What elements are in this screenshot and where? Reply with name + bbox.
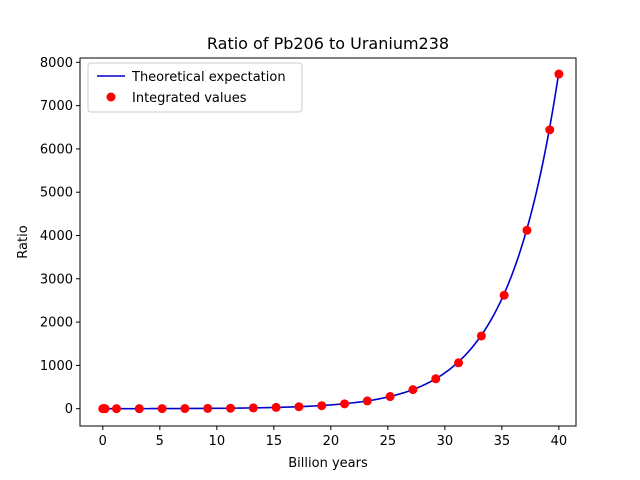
legend-marker-swatch	[106, 92, 116, 102]
data-point	[271, 402, 281, 412]
legend-entry-integrated: Integrated values	[132, 91, 247, 106]
y-tick-label: 0	[65, 402, 73, 417]
legend-entry-theoretical: Theoretical expectation	[131, 70, 286, 85]
x-tick-label: 40	[551, 434, 568, 449]
x-tick-label: 30	[437, 434, 454, 449]
x-tick-label: 35	[494, 434, 511, 449]
data-point	[248, 403, 258, 413]
axes: 0 5 10 15 20 25 30 35 40 0 1000 2000 3000 4000 5000 600…	[40, 56, 577, 449]
data-point	[226, 403, 236, 413]
x-tick-label: 5	[156, 434, 164, 449]
data-point	[499, 290, 509, 300]
data-point	[203, 403, 213, 413]
data-point	[134, 404, 144, 414]
data-point	[180, 404, 190, 414]
y-tick-label: 2000	[40, 316, 73, 331]
data-point	[454, 358, 464, 368]
data-point	[157, 404, 167, 414]
y-tick-label: 6000	[40, 142, 73, 157]
data-point	[317, 401, 327, 411]
x-tick-label: 15	[266, 434, 283, 449]
plot-area	[98, 69, 564, 414]
y-tick-label: 5000	[40, 186, 73, 201]
data-point	[554, 69, 564, 79]
data-point	[111, 404, 121, 414]
legend: Theoretical expectation Integrated value…	[87, 62, 303, 113]
data-point	[476, 331, 486, 341]
x-axis-label: Billion years	[288, 456, 368, 471]
data-point	[522, 225, 532, 235]
y-tick-label: 1000	[40, 359, 73, 374]
legend-frame	[87, 62, 303, 113]
y-tick-label: 3000	[40, 272, 73, 287]
x-tick-label: 10	[209, 434, 226, 449]
y-axis-label: Ratio	[16, 225, 31, 258]
y-tick-label: 8000	[40, 56, 73, 71]
x-tick-label: 20	[323, 434, 340, 449]
x-tick-label: 0	[99, 434, 107, 449]
data-point	[385, 392, 395, 402]
data-point	[408, 385, 418, 395]
plot-frame	[79, 57, 577, 427]
data-point	[362, 396, 372, 406]
x-tick-label: 25	[380, 434, 397, 449]
data-point	[340, 399, 350, 409]
data-point	[294, 402, 304, 412]
data-point	[545, 125, 555, 135]
data-point	[431, 374, 441, 384]
chart-title: Ratio of Pb206 to Uranium238	[207, 34, 449, 53]
y-tick-label: 7000	[40, 99, 73, 114]
data-point	[100, 404, 110, 414]
y-tick-label: 4000	[40, 229, 73, 244]
